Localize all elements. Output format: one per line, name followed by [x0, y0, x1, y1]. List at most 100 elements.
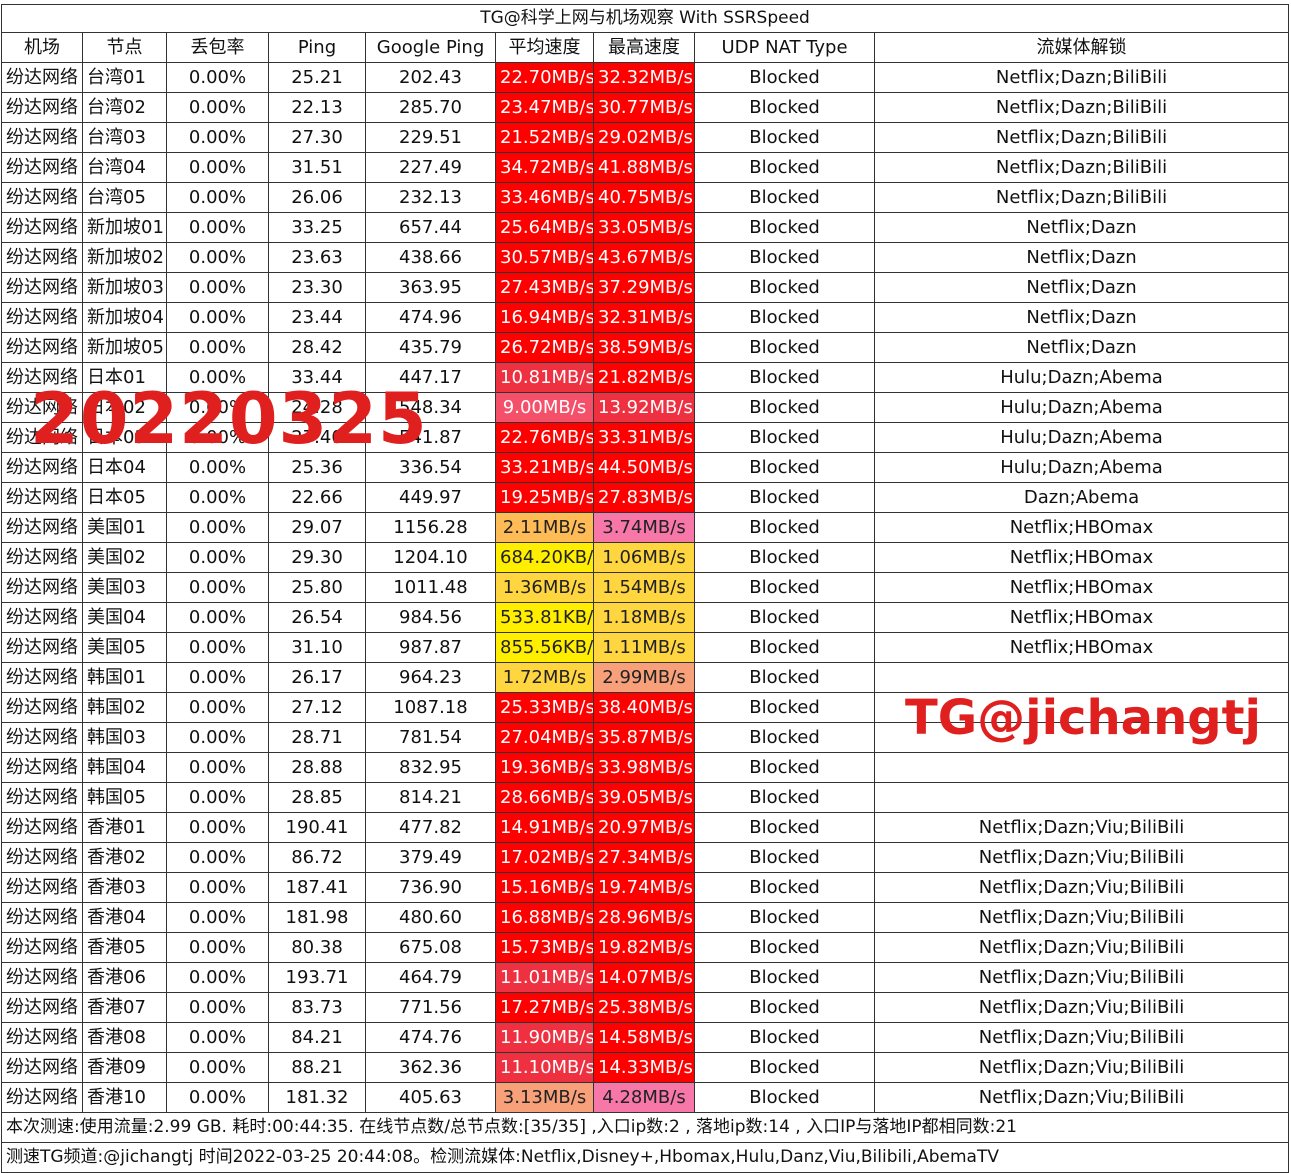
udp-nat-cell: Blocked — [694, 122, 875, 153]
loss-cell: 0.00% — [166, 152, 269, 183]
table-row: 纷达网络 美国01 0.00% 29.07 1156.28 2.11MB/s 3.74MB/… — [1, 512, 1290, 543]
ping-cell: 28.85 — [268, 782, 366, 813]
provider-cell: 纷达网络 — [1, 302, 83, 333]
loss-cell: 0.00% — [166, 872, 269, 903]
provider-cell: 纷达网络 — [1, 62, 83, 93]
media-unlock-cell: Netflix;Dazn;Viu;BiliBili — [873, 842, 1290, 873]
media-unlock-cell: Netflix;Dazn — [873, 212, 1290, 243]
avg-speed-cell: 11.01MB/s — [495, 962, 594, 993]
date-watermark: 20220325 — [30, 378, 428, 460]
header-provider: 机场 — [1, 32, 83, 63]
provider-cell: 纷达网络 — [1, 782, 83, 813]
node-cell: 香港03 — [82, 872, 167, 903]
udp-nat-cell: Blocked — [694, 812, 875, 843]
footer-channel-info: 测速TG频道:@jichangtj 时间2022-03-25 20:44:08。… — [0, 1142, 1290, 1173]
udp-nat-cell: Blocked — [694, 392, 875, 423]
avg-speed-cell: 14.91MB/s — [495, 812, 594, 843]
loss-cell: 0.00% — [166, 1082, 269, 1113]
ping-cell: 31.10 — [268, 632, 366, 663]
media-unlock-cell: Netflix;Dazn;Viu;BiliBili — [873, 962, 1290, 993]
udp-nat-cell: Blocked — [694, 92, 875, 123]
node-cell: 台湾03 — [82, 122, 167, 153]
loss-cell: 0.00% — [166, 632, 269, 663]
udp-nat-cell: Blocked — [694, 692, 875, 723]
table-row: 纷达网络 香港06 0.00% 193.71 464.79 11.01MB/s 14.07M… — [1, 962, 1290, 993]
loss-cell: 0.00% — [166, 572, 269, 603]
google-ping-cell: 477.82 — [365, 812, 496, 843]
loss-cell: 0.00% — [166, 1022, 269, 1053]
table-row: 纷达网络 香港08 0.00% 84.21 474.76 11.90MB/s 14.58MB… — [1, 1022, 1290, 1053]
ping-cell: 23.30 — [268, 272, 366, 303]
avg-speed-cell: 27.04MB/s — [495, 722, 594, 753]
provider-cell: 纷达网络 — [1, 272, 83, 303]
media-unlock-cell: Netflix;Dazn — [873, 242, 1290, 273]
max-speed-cell: 33.98MB/s — [593, 752, 695, 783]
media-unlock-cell: Netflix;Dazn;Viu;BiliBili — [873, 872, 1290, 903]
media-unlock-cell: Hulu;Dazn;Abema — [873, 452, 1290, 483]
table-row: 纷达网络 日本02 0.00% 24.28 548.34 9.00MB/s 13.92MB/… — [1, 392, 1290, 423]
avg-speed-cell: 533.81KB/s — [495, 602, 594, 633]
max-speed-cell: 1.18MB/s — [593, 602, 695, 633]
udp-nat-cell: Blocked — [694, 482, 875, 513]
node-cell: 韩国05 — [82, 782, 167, 813]
loss-cell: 0.00% — [166, 722, 269, 753]
udp-nat-cell: Blocked — [694, 62, 875, 93]
node-cell: 香港06 — [82, 962, 167, 993]
udp-nat-cell: Blocked — [694, 212, 875, 243]
max-speed-cell: 40.75MB/s — [593, 182, 695, 213]
google-ping-cell: 435.79 — [365, 332, 496, 363]
loss-cell: 0.00% — [166, 1052, 269, 1083]
loss-cell: 0.00% — [166, 62, 269, 93]
avg-speed-cell: 11.10MB/s — [495, 1052, 594, 1083]
provider-cell: 纷达网络 — [1, 152, 83, 183]
node-cell: 韩国03 — [82, 722, 167, 753]
google-ping-cell: 229.51 — [365, 122, 496, 153]
media-unlock-cell: Netflix;Dazn;Viu;BiliBili — [873, 1082, 1290, 1113]
avg-speed-cell: 21.52MB/s — [495, 122, 594, 153]
loss-cell: 0.00% — [166, 812, 269, 843]
provider-cell: 纷达网络 — [1, 182, 83, 213]
node-cell: 韩国01 — [82, 662, 167, 693]
google-ping-cell: 987.87 — [365, 632, 496, 663]
udp-nat-cell: Blocked — [694, 332, 875, 363]
google-ping-cell: 814.21 — [365, 782, 496, 813]
ping-cell: 22.66 — [268, 482, 366, 513]
provider-cell: 纷达网络 — [1, 992, 83, 1023]
ping-cell: 187.41 — [268, 872, 366, 903]
google-ping-cell: 984.56 — [365, 602, 496, 633]
table-row: 纷达网络 香港03 0.00% 187.41 736.90 15.16MB/s 19.74M… — [1, 872, 1290, 903]
table-row: 纷达网络 新加坡04 0.00% 23.44 474.96 16.94MB/s 32.31M… — [1, 302, 1290, 333]
media-unlock-cell: Netflix;Dazn;Viu;BiliBili — [873, 1052, 1290, 1083]
ping-cell: 190.41 — [268, 812, 366, 843]
avg-speed-cell: 34.72MB/s — [495, 152, 594, 183]
provider-cell: 纷达网络 — [1, 92, 83, 123]
avg-speed-cell: 16.94MB/s — [495, 302, 594, 333]
avg-speed-cell: 25.33MB/s — [495, 692, 594, 723]
node-cell: 美国05 — [82, 632, 167, 663]
avg-speed-cell: 3.13MB/s — [495, 1082, 594, 1113]
udp-nat-cell: Blocked — [694, 272, 875, 303]
media-unlock-cell — [873, 752, 1290, 783]
media-unlock-cell: Netflix;HBOmax — [873, 572, 1290, 603]
loss-cell: 0.00% — [166, 482, 269, 513]
table-row: 纷达网络 日本01 0.00% 33.44 447.17 10.81MB/s 21.82MB… — [1, 362, 1290, 393]
header-ping: Ping — [268, 32, 366, 63]
google-ping-cell: 832.95 — [365, 752, 496, 783]
node-cell: 台湾05 — [82, 182, 167, 213]
node-cell: 台湾04 — [82, 152, 167, 183]
ping-cell: 33.44 — [268, 362, 366, 393]
max-speed-cell: 44.50MB/s — [593, 452, 695, 483]
node-cell: 台湾01 — [82, 62, 167, 93]
avg-speed-cell: 684.20KB/s — [495, 542, 594, 573]
avg-speed-cell: 22.76MB/s — [495, 422, 594, 453]
udp-nat-cell: Blocked — [694, 782, 875, 813]
node-cell: 美国03 — [82, 572, 167, 603]
avg-speed-cell: 15.73MB/s — [495, 932, 594, 963]
node-cell: 美国04 — [82, 602, 167, 633]
max-speed-cell: 41.88MB/s — [593, 152, 695, 183]
loss-cell: 0.00% — [166, 662, 269, 693]
google-ping-cell: 541.87 — [365, 422, 496, 453]
table-row: 纷达网络 美国03 0.00% 25.80 1011.48 1.36MB/s 1.54MB/… — [1, 572, 1290, 603]
ping-cell: 25.21 — [268, 62, 366, 93]
table-row: 纷达网络 香港02 0.00% 86.72 379.49 17.02MB/s 27.34MB… — [1, 842, 1290, 873]
